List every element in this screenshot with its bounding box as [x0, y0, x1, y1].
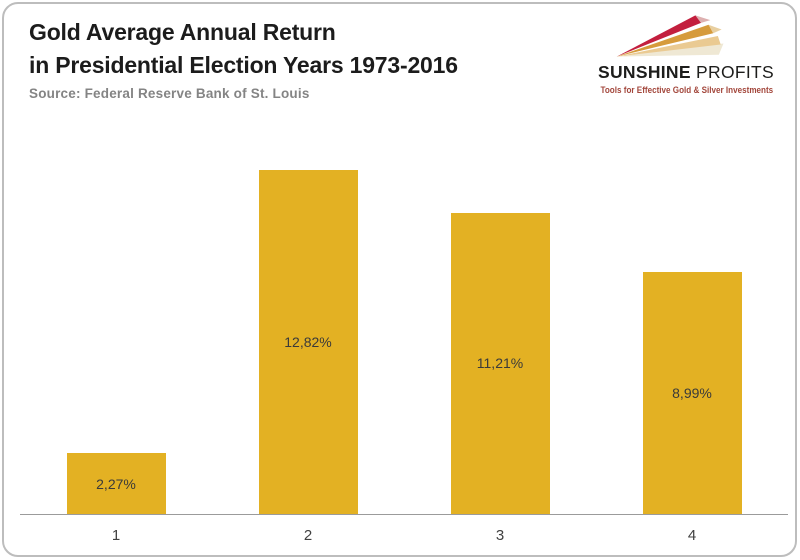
bar-4: 8,99%: [642, 272, 742, 514]
bar-2: 12,82%: [258, 169, 358, 514]
chart-title: Gold Average Annual Return in Presidenti…: [29, 16, 458, 82]
logo-tagline: Tools for Effective Gold & Silver Invest…: [600, 85, 774, 95]
sunshine-rays-icon: [616, 15, 724, 57]
logo-wordmark-sunshine: SUNSHINE: [598, 62, 691, 82]
x-axis-label: 1: [111, 527, 121, 544]
sunshine-profits-logo: SUNSHINE PROFITS Tools for Effective Gol…: [591, 12, 781, 95]
x-axis-label: 3: [495, 527, 505, 544]
bar-column: 8,99%: [596, 119, 788, 514]
bar-column: 12,82%: [212, 119, 404, 514]
logo-wordmark: SUNSHINE PROFITS: [591, 62, 781, 83]
chart-title-line2: in Presidential Election Years 1973-2016: [29, 52, 458, 78]
bar-column: 11,21%: [404, 119, 596, 514]
source-caption: Source: Federal Reserve Bank of St. Loui…: [29, 86, 310, 101]
chart-title-line1: Gold Average Annual Return: [29, 19, 336, 45]
x-axis-label: 2: [303, 527, 313, 544]
x-axis-labels: 1 2 3 4: [20, 523, 788, 549]
bar-value-label: 2,27%: [96, 475, 136, 492]
bar-chart-plot: 2,27% 12,82% 11,21% 8,99%: [20, 119, 788, 515]
bar-value-label: 8,99%: [672, 385, 712, 402]
bar-1: 2,27%: [66, 453, 166, 514]
bar-3: 11,21%: [450, 212, 550, 514]
x-axis-label: 4: [687, 527, 697, 544]
logo-wordmark-profits: PROFITS: [696, 62, 774, 82]
bar-value-label: 12,82%: [284, 333, 332, 350]
bar-column: 2,27%: [20, 119, 212, 514]
bar-value-label: 11,21%: [476, 355, 524, 372]
